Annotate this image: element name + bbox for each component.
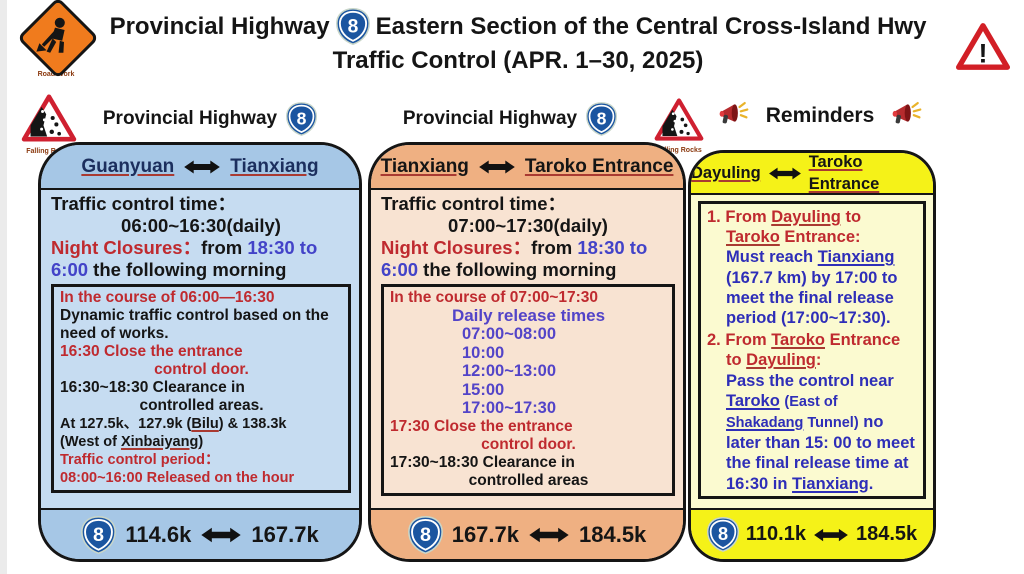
- double-arrow-icon: [478, 159, 516, 175]
- reminder-1-body: Must reach Tianxiang (167.7 km) by 17:00…: [726, 248, 898, 328]
- release-time: 07:00~08:00: [462, 325, 557, 343]
- road-work-diamond: [14, 0, 100, 80]
- megaphone-icon: [891, 100, 922, 132]
- svg-text:8: 8: [347, 16, 358, 37]
- reminders-label-row: Reminders: [688, 100, 952, 132]
- double-arrow-icon: [528, 526, 570, 544]
- highway-8-shield-icon: 8: [81, 515, 117, 554]
- night-closures: Night Closures：from 18:30 to 6:00 the fo…: [51, 237, 318, 280]
- middle-section-label: Provincial Highway 8: [368, 102, 652, 136]
- control-time-value: 06:00~16:30(daily): [121, 215, 281, 236]
- falling-rocks-sign-left: Falling Rocks: [20, 94, 78, 156]
- highway-8-shield-icon: 8: [407, 515, 443, 554]
- highway-8-shield-icon: 8: [586, 102, 618, 136]
- control-time-label: Traffic control time：: [381, 193, 567, 214]
- panel-reminders: Dayuling Taroko Entrance 1. From Dayulin…: [688, 150, 936, 562]
- left-section-label: Provincial Highway 8: [58, 102, 362, 136]
- warning-triangle-icon: !: [956, 22, 1010, 76]
- svg-text:8: 8: [420, 523, 431, 545]
- svg-text:8: 8: [297, 108, 307, 128]
- reminder-2-title: 2. From Taroko Entrance to Dayuling:: [707, 331, 901, 370]
- highway-8-shield-icon: 8: [706, 517, 739, 552]
- route-header: Tianxiang Taroko Entrance: [371, 145, 683, 190]
- release-time: 17:00~17:30: [462, 399, 557, 417]
- megaphone-icon: [718, 100, 749, 132]
- reminders-title: Reminders: [765, 104, 875, 127]
- kilometer-range: 8 110.1k 184.5k: [691, 508, 933, 559]
- svg-text:8: 8: [718, 524, 728, 544]
- double-arrow-icon: [813, 527, 849, 543]
- page-edge: [0, 0, 7, 574]
- release-times-label: Daily release times: [451, 306, 606, 325]
- road-worker-icon: [31, 12, 79, 65]
- double-arrow-icon: [768, 166, 802, 181]
- reminder-1-title: 1. From Dayuling to Taroko Entrance:: [707, 208, 862, 247]
- title-mid: Eastern Section of the Central Cross-Isl…: [375, 12, 927, 40]
- road-work-sign: Road Work: [14, 0, 100, 80]
- release-time: 10:00: [462, 343, 505, 362]
- double-arrow-icon: [183, 159, 221, 175]
- control-locations: At 127.5k、127.9k (Bilu) & 138.3k: [60, 416, 287, 432]
- route-header: Dayuling Taroko Entrance: [691, 153, 933, 195]
- svg-text:!: !: [979, 39, 988, 69]
- panel-guanyuan-tianxiang: Guanyuan Tianxiang Traffic control time：…: [38, 142, 362, 562]
- title-prefix: Provincial Highway: [109, 12, 330, 40]
- title-line2: Traffic Control (APR. 1–30, 2025): [332, 47, 704, 74]
- night-closures: Night Closures：from 18:30 to 6:00 the fo…: [381, 237, 648, 280]
- control-time-value: 07:00~17:30(daily): [448, 215, 608, 236]
- highway-8-shield-icon: 8: [335, 8, 370, 45]
- route-header: Guanyuan Tianxiang: [41, 145, 359, 190]
- highway-8-shield-icon: 8: [286, 102, 318, 136]
- control-detail-box: In the course of 06:00—16:30 Dynamic tra…: [51, 284, 351, 493]
- double-arrow-icon: [200, 526, 242, 544]
- falling-rocks-sign-middle: Falling Rocks: [650, 98, 708, 155]
- release-time: 12:00~13:00: [462, 362, 557, 380]
- kilometer-range: 8 167.7k 184.5k: [371, 508, 683, 559]
- control-detail-box: In the course of 07:00~17:30 Daily relea…: [381, 284, 675, 496]
- reminders-box: 1. From Dayuling to Taroko Entrance: Mus…: [698, 201, 926, 499]
- control-time-label: Traffic control time：: [51, 193, 237, 214]
- svg-text:8: 8: [93, 523, 104, 545]
- panel-tianxiang-taroko: Tianxiang Taroko Entrance Traffic contro…: [368, 142, 686, 562]
- page-title: Provincial Highway 8 Eastern Section of …: [86, 8, 950, 77]
- svg-text:8: 8: [597, 108, 607, 128]
- kilometer-range: 8 114.6k 167.7k: [41, 508, 359, 559]
- reminder-2-body: Pass the control near Taroko (East of Sh…: [726, 371, 915, 493]
- release-time: 15:00: [462, 380, 505, 399]
